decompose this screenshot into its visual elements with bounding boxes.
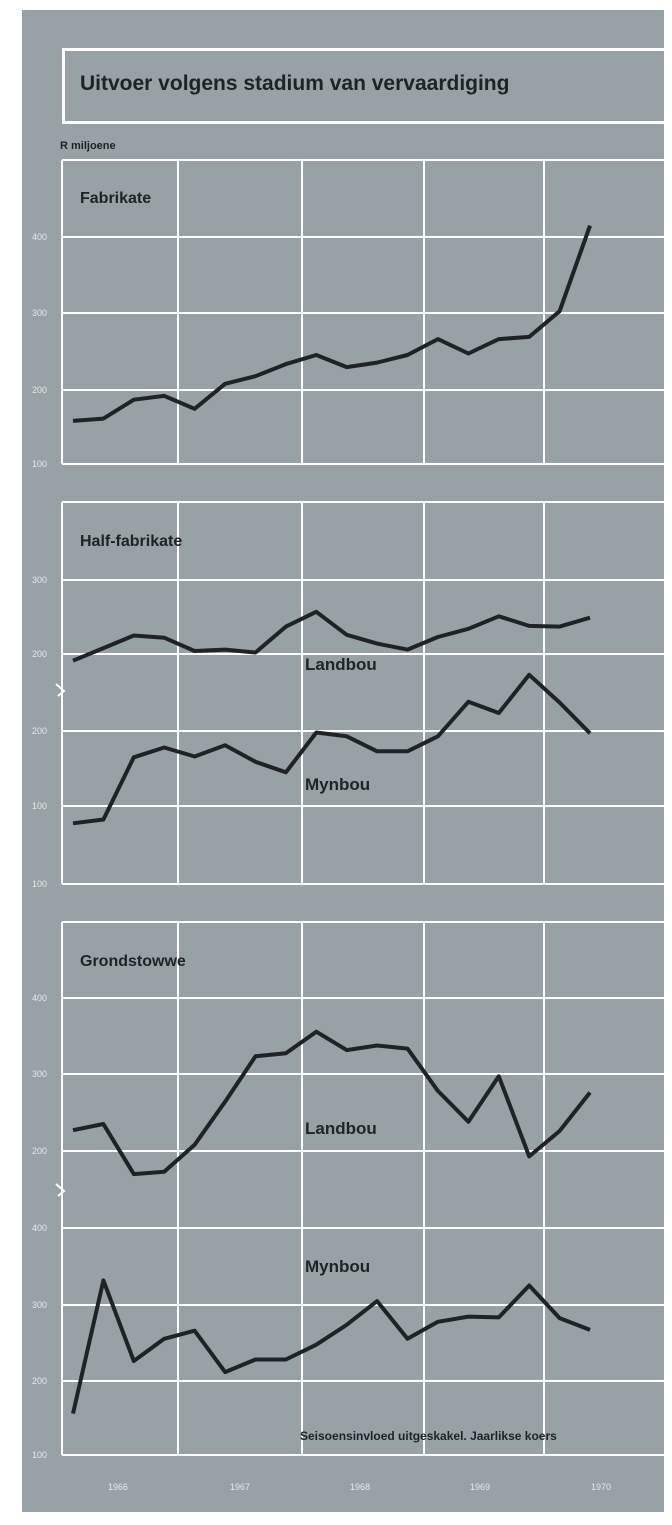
y-tick-label: 100 — [32, 801, 47, 811]
chart-canvas: Fabrikate 400 300 200 100 Half-fabrikate 300 20… — [32, 159, 664, 1492]
y-tick-label: 300 — [32, 575, 47, 585]
x-tick-label: 1967 — [230, 1482, 250, 1492]
landbou-line — [72, 1029, 592, 1177]
y-tick-label: 300 — [32, 308, 47, 318]
chart-figure: Fabrikate 400 300 200 100 Half-fabrikate 300 20… — [22, 10, 664, 1512]
chart-title: Uitvoer volgens stadium van vervaardigin… — [80, 72, 510, 95]
y-tick-label: 300 — [32, 1300, 47, 1310]
mynbou-line — [71, 1278, 591, 1415]
axis-break-mark — [55, 683, 66, 697]
landbou-line — [72, 609, 591, 663]
x-tick-label: 1970 — [591, 1482, 611, 1492]
y-tick-label: 200 — [32, 385, 47, 395]
y-tick-label: 100 — [32, 1450, 47, 1460]
y-tick-label: 400 — [32, 1223, 47, 1233]
y-tick-label: 400 — [32, 993, 47, 1003]
series-label: Mynbou — [305, 775, 370, 794]
series-label: Landbou — [305, 655, 377, 674]
chart-note: Seisoensinvloed uitgeskakel. Jaarlikse k… — [300, 1429, 557, 1443]
panel-title: Half-fabrikate — [80, 533, 182, 550]
title-box — [62, 48, 666, 124]
panel-title: Fabrikate — [80, 190, 151, 207]
y-tick-label: 200 — [32, 1376, 47, 1386]
x-tick-label: 1966 — [108, 1482, 128, 1492]
y-tick-label: 400 — [32, 232, 47, 242]
panel-title: Grondstowwe — [80, 953, 186, 970]
y-tick-label: 100 — [32, 459, 47, 469]
series-label: Landbou — [305, 1119, 377, 1138]
unit-label: R miljoene — [60, 140, 116, 152]
y-tick-label: 100 — [32, 879, 47, 889]
axis-break-mark — [55, 1183, 66, 1197]
y-tick-label: 200 — [32, 726, 47, 736]
series-label: Mynbou — [305, 1257, 370, 1276]
series-line — [72, 225, 592, 423]
y-tick-label: 200 — [32, 1146, 47, 1156]
x-tick-label: 1969 — [470, 1482, 490, 1492]
y-tick-label: 300 — [32, 1069, 47, 1079]
x-tick-label: 1968 — [350, 1482, 370, 1492]
y-tick-label: 200 — [32, 649, 47, 659]
mynbou-line — [72, 672, 592, 826]
